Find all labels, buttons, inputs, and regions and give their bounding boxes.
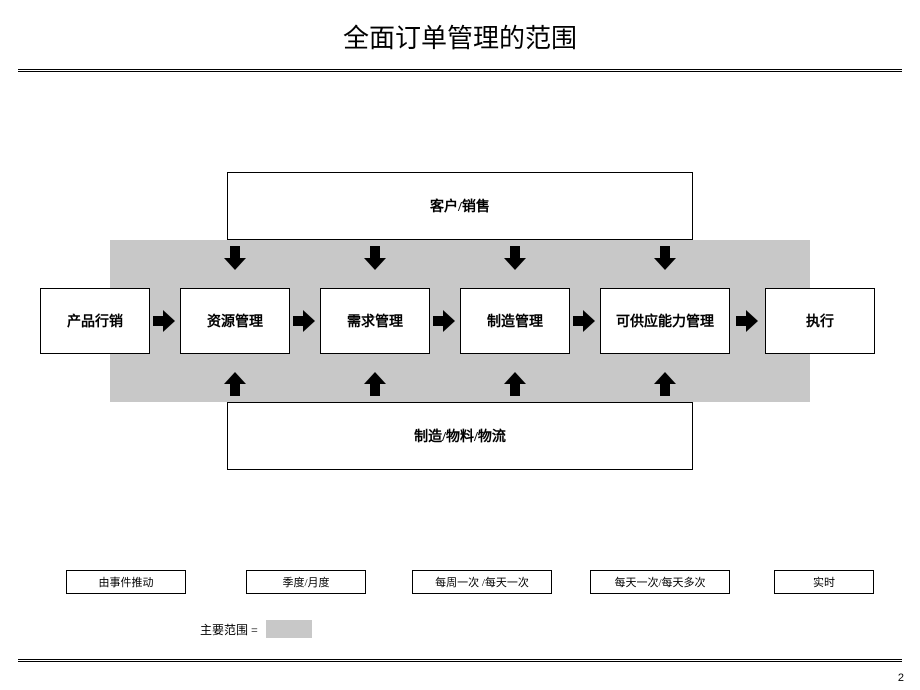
- scope-legend: 主要范围 =: [200, 620, 312, 638]
- process-product-marketing: 产品行销: [40, 288, 150, 354]
- scope-swatch: [266, 620, 312, 638]
- process-execute: 执行: [765, 288, 875, 354]
- scope-legend-label: 主要范围 =: [200, 621, 258, 638]
- timeline-4: 实时: [774, 570, 874, 594]
- timeline-0: 由事件推动: [66, 570, 186, 594]
- page-title: 全面订单管理的范围: [0, 0, 920, 69]
- timeline-2: 每周一次 /每天一次: [412, 570, 552, 594]
- timeline-3: 每天一次/每天多次: [590, 570, 730, 594]
- diagram-canvas: 客户/销售制造/物料/物流 产品行销资源管理需求管理制造管理可供应能力管理执行由事…: [0, 72, 920, 632]
- process-demand-mgmt: 需求管理: [320, 288, 430, 354]
- mfg-material-logistics-box: 制造/物料/物流: [227, 402, 693, 470]
- process-resource-mgmt: 资源管理: [180, 288, 290, 354]
- timeline-1: 季度/月度: [246, 570, 366, 594]
- customer-sales-box: 客户/销售: [227, 172, 693, 240]
- process-supply-capability: 可供应能力管理: [600, 288, 730, 354]
- process-mfg-mgmt: 制造管理: [460, 288, 570, 354]
- double-rule-bottom: [18, 659, 902, 662]
- page-number: 2: [898, 672, 904, 684]
